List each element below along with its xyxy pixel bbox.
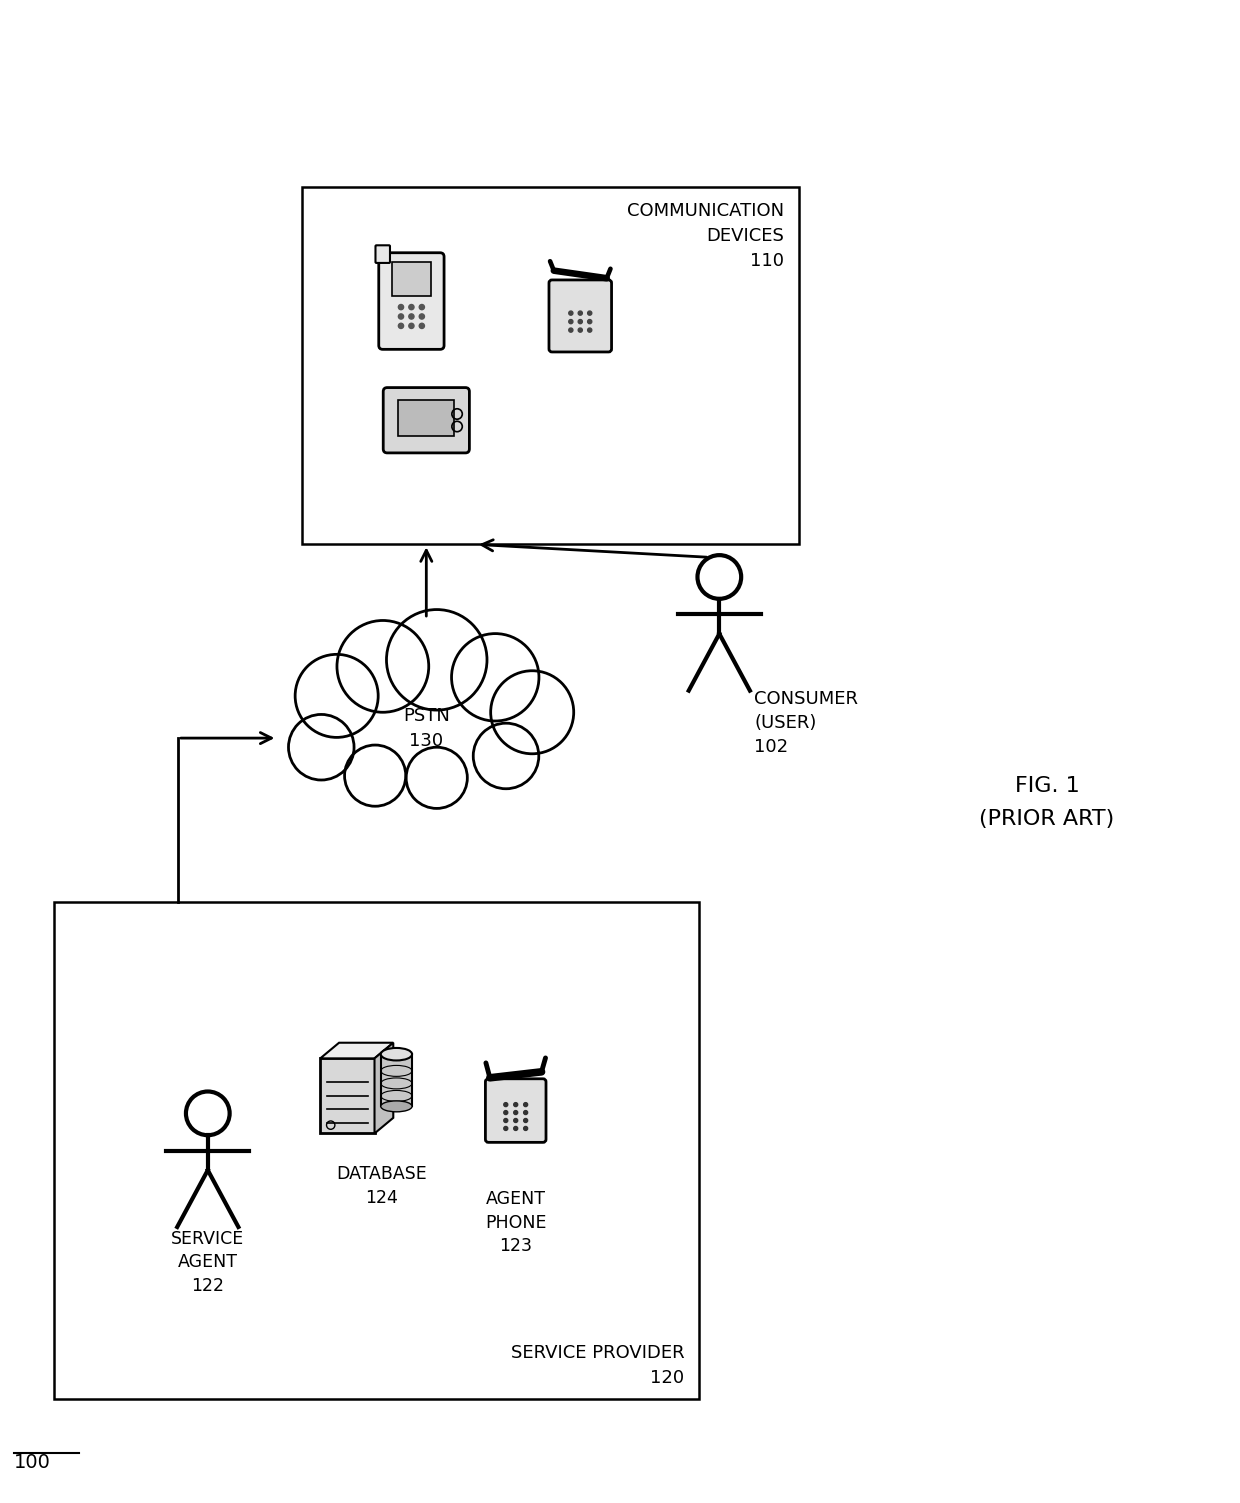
- Circle shape: [523, 1103, 528, 1106]
- Circle shape: [491, 670, 574, 755]
- Circle shape: [409, 314, 414, 319]
- FancyBboxPatch shape: [549, 280, 611, 352]
- FancyBboxPatch shape: [485, 1079, 546, 1142]
- Circle shape: [409, 305, 414, 310]
- Circle shape: [419, 305, 424, 310]
- Ellipse shape: [381, 1048, 412, 1061]
- Circle shape: [419, 314, 424, 319]
- Circle shape: [503, 1111, 507, 1115]
- Circle shape: [523, 1126, 528, 1130]
- Circle shape: [503, 1126, 507, 1130]
- Circle shape: [398, 305, 403, 310]
- Circle shape: [578, 328, 583, 332]
- Circle shape: [398, 314, 403, 319]
- Circle shape: [513, 1111, 517, 1115]
- Text: COMMUNICATION
DEVICES
110: COMMUNICATION DEVICES 110: [626, 201, 784, 269]
- Circle shape: [329, 631, 513, 816]
- FancyBboxPatch shape: [398, 400, 455, 436]
- Circle shape: [419, 323, 424, 329]
- Circle shape: [451, 634, 539, 721]
- Circle shape: [588, 320, 591, 323]
- Circle shape: [474, 723, 539, 789]
- Circle shape: [588, 328, 591, 332]
- Text: FIG. 1
(PRIOR ART): FIG. 1 (PRIOR ART): [980, 776, 1115, 830]
- FancyBboxPatch shape: [378, 253, 444, 349]
- Circle shape: [407, 747, 467, 809]
- Circle shape: [523, 1111, 528, 1115]
- FancyBboxPatch shape: [303, 186, 799, 544]
- Circle shape: [503, 1118, 507, 1123]
- FancyBboxPatch shape: [383, 388, 470, 452]
- Circle shape: [569, 311, 573, 316]
- FancyBboxPatch shape: [376, 245, 391, 263]
- Ellipse shape: [381, 1100, 412, 1112]
- Circle shape: [295, 654, 378, 738]
- Text: 100: 100: [14, 1453, 51, 1473]
- Text: PSTN
130: PSTN 130: [403, 706, 450, 750]
- Circle shape: [588, 311, 591, 316]
- Circle shape: [387, 610, 487, 709]
- Text: SERVICE PROVIDER
120: SERVICE PROVIDER 120: [511, 1344, 684, 1387]
- Circle shape: [569, 328, 573, 332]
- Circle shape: [345, 745, 405, 806]
- FancyBboxPatch shape: [392, 262, 432, 296]
- Circle shape: [513, 1103, 517, 1106]
- Polygon shape: [320, 1043, 393, 1058]
- Circle shape: [409, 323, 414, 329]
- Circle shape: [578, 320, 583, 323]
- Text: SERVICE
AGENT
122: SERVICE AGENT 122: [171, 1229, 244, 1296]
- Text: AGENT
PHONE
123: AGENT PHONE 123: [485, 1190, 547, 1255]
- Circle shape: [578, 311, 583, 316]
- FancyBboxPatch shape: [320, 1058, 374, 1133]
- Text: CONSUMER
(USER)
102: CONSUMER (USER) 102: [754, 690, 858, 756]
- Circle shape: [569, 320, 573, 323]
- Circle shape: [503, 1103, 507, 1106]
- Circle shape: [289, 714, 355, 780]
- Polygon shape: [374, 1043, 393, 1133]
- Circle shape: [513, 1126, 517, 1130]
- Circle shape: [513, 1118, 517, 1123]
- Circle shape: [337, 621, 429, 712]
- FancyBboxPatch shape: [381, 1054, 412, 1106]
- Text: DATABASE
124: DATABASE 124: [336, 1165, 427, 1207]
- Circle shape: [523, 1118, 528, 1123]
- FancyBboxPatch shape: [53, 902, 699, 1399]
- Circle shape: [398, 323, 403, 329]
